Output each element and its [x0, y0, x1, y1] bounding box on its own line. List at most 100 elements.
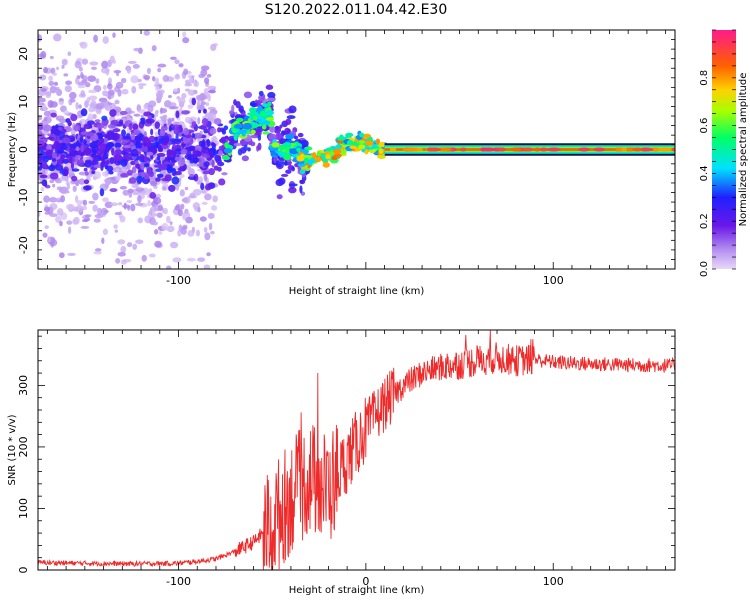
spectral-blob	[286, 115, 296, 120]
spectral-blob	[127, 188, 134, 193]
spectral-blob	[155, 177, 161, 182]
spectral-blob	[196, 163, 204, 167]
coherent-line-segment	[427, 147, 442, 152]
spectral-blob	[38, 122, 44, 130]
spectral-blob	[172, 124, 181, 128]
snr-panel: -100 0 100 0 100 200 300 Height of straight li…	[7, 329, 676, 596]
spectral-blob	[152, 75, 156, 82]
spectral-blob	[120, 158, 128, 167]
colorbar-tick-label: 0.8	[699, 70, 710, 86]
spectral-blob	[42, 232, 48, 238]
spectral-blob	[55, 215, 62, 223]
spectral-blob	[44, 225, 49, 230]
spectral-blob	[203, 154, 210, 159]
spectral-blob	[203, 108, 207, 114]
spectral-blob	[110, 202, 119, 207]
spectral-blob	[109, 157, 115, 165]
spectral-blob	[84, 82, 91, 88]
spectral-blob	[101, 60, 109, 69]
spectral-blob	[74, 60, 82, 69]
spectral-blob	[221, 172, 228, 176]
spectral-blob	[137, 217, 144, 224]
spectral-blob	[103, 179, 113, 183]
spectral-blob	[221, 129, 227, 135]
spectral-blob	[40, 149, 45, 157]
spectral-blob	[78, 178, 86, 185]
spectral-blob	[262, 131, 270, 135]
spectral-blob	[43, 66, 48, 74]
spectral-blob	[207, 85, 217, 90]
spectral-blob	[83, 179, 90, 185]
spectral-blob	[322, 162, 330, 168]
spectral-blob	[101, 156, 105, 163]
x-tick-label: 100	[543, 274, 564, 287]
spectral-blob	[269, 126, 276, 133]
spectral-blob	[160, 125, 168, 132]
spectral-blob	[147, 141, 152, 148]
colorbar: Normalized spectral amplitude 0.0 0.2 0.4 0…	[699, 29, 749, 277]
spectral-blob	[222, 156, 231, 161]
spectral-blob	[141, 254, 147, 262]
spectral-blob	[285, 147, 290, 154]
coherent-line-segment	[480, 147, 497, 152]
spectral-blob	[233, 124, 243, 129]
spectral-blob	[357, 144, 366, 150]
spectral-blob	[284, 127, 291, 135]
spectral-blob	[328, 151, 335, 156]
spectral-blob	[167, 94, 172, 98]
spectral-blob	[70, 113, 78, 122]
spectral-blob	[161, 140, 168, 146]
spectral-blob	[133, 47, 140, 52]
spectral-blob	[364, 140, 374, 146]
y-tick-label: 0	[17, 567, 30, 574]
spectral-blob	[164, 174, 172, 182]
spectral-blob	[285, 118, 292, 125]
spectral-blob	[265, 109, 274, 116]
spectral-blob	[201, 201, 208, 205]
spectral-blob	[113, 70, 122, 74]
spectral-blob	[278, 151, 288, 156]
spectral-blob	[100, 162, 105, 168]
spectral-blob	[170, 56, 177, 60]
spectral-blob	[217, 127, 222, 133]
spectral-blob	[162, 74, 170, 82]
spectral-blob	[60, 145, 68, 151]
spectral-blob	[192, 156, 199, 164]
spectral-blob	[208, 89, 216, 94]
spectral-blob	[131, 183, 136, 188]
spectral-blob	[83, 147, 92, 156]
spectral-blob	[197, 207, 201, 213]
spectral-blob	[72, 185, 77, 192]
spectral-blob	[94, 213, 104, 219]
spectral-blob	[174, 59, 180, 65]
spectral-blob	[137, 83, 147, 87]
spectral-blob	[92, 126, 98, 131]
spectral-blob	[65, 190, 70, 194]
spectral-blob	[203, 77, 210, 85]
y-tick-label: -10	[17, 188, 30, 206]
spectral-blob	[150, 180, 158, 187]
spectral-blob	[63, 73, 69, 77]
spectral-blob	[197, 180, 202, 185]
spectral-blob	[145, 118, 155, 124]
spectral-blob	[87, 75, 96, 82]
spectral-blob	[128, 177, 137, 184]
spectral-blob	[197, 116, 201, 125]
spectral-blob	[97, 142, 102, 147]
spectral-blob	[273, 155, 277, 164]
spectral-blob	[122, 189, 130, 196]
spectral-blob	[187, 89, 196, 96]
spectral-blob	[93, 218, 101, 223]
spectral-blob	[76, 159, 85, 167]
spectral-blob	[49, 85, 57, 94]
spectral-blob	[99, 188, 105, 197]
spectral-blob	[92, 192, 99, 201]
spectral-blob	[156, 212, 163, 218]
spectral-blob	[169, 241, 179, 249]
spectral-blob	[69, 91, 77, 100]
spectral-blob	[155, 168, 162, 173]
spectral-blob	[126, 169, 133, 176]
spectral-blob	[152, 197, 162, 205]
spectral-blob	[56, 208, 64, 216]
